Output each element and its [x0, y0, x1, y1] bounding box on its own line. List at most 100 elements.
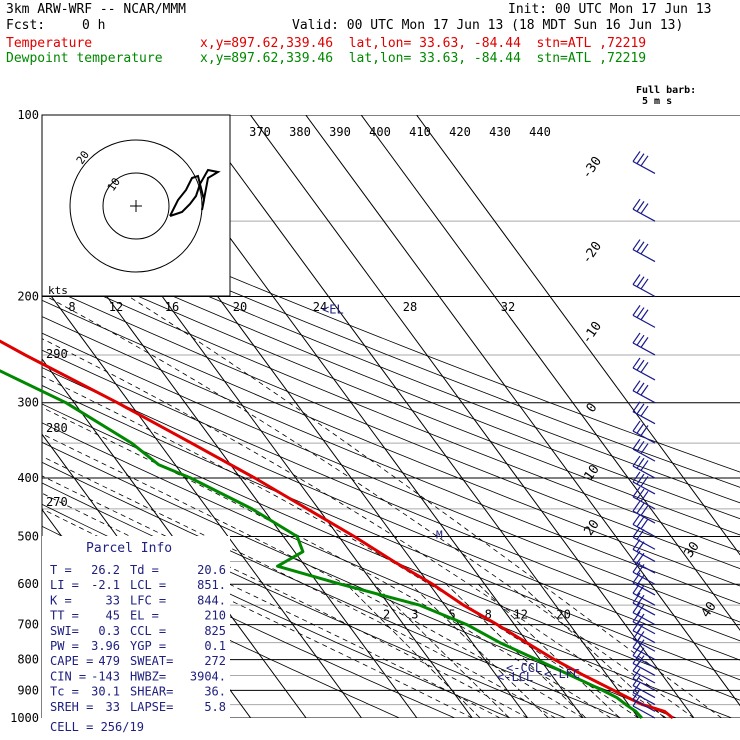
theta-label: 390: [329, 125, 351, 139]
hodo-ring-label: 10: [105, 175, 123, 193]
wind-barb: [632, 582, 656, 606]
moist-adiabat: [42, 338, 667, 718]
wind-barb: [632, 305, 656, 328]
parcel-info-key: LAPSE=: [130, 700, 173, 714]
parcel-info-key: Tc =: [50, 685, 79, 699]
mixing-ratio-label: 12: [514, 608, 528, 622]
wind-barb: [632, 602, 656, 626]
parcel-info-value: 45: [106, 609, 120, 623]
wind-barb: [632, 550, 656, 574]
wind-barb: [632, 500, 656, 524]
wind-barb: [632, 380, 656, 404]
pressure-tick-label: 1000: [10, 711, 39, 725]
barb-note-2: 5 m s: [642, 96, 672, 107]
hodo-speed-label: 28: [403, 300, 417, 314]
isotherm: [305, 115, 740, 707]
hodo-ring-label: 20: [74, 148, 92, 166]
temperature-profile: [0, 339, 674, 720]
parcel-info-key: LFC =: [130, 593, 166, 607]
annotation-m: M: [436, 528, 443, 541]
parcel-info-value: 0.3: [98, 624, 120, 638]
parcel-info-key: PW =: [50, 639, 79, 653]
isotherm-label: 40: [698, 599, 719, 620]
dry-adiabat: [42, 253, 740, 536]
wind-barb: [632, 438, 656, 462]
theta-label: 400: [369, 125, 391, 139]
legend-temperature-name: Temperature: [6, 36, 93, 51]
dry-adiabat: [42, 385, 740, 681]
parcel-info-value: 33: [106, 700, 120, 714]
hodo-speed-label: 32: [501, 300, 515, 314]
pressure-tick-label: 500: [17, 529, 39, 543]
mixing-ratio-label: 8: [485, 608, 492, 622]
dry-adiabat: [42, 461, 622, 718]
parcel-info-value: -143: [91, 669, 120, 683]
wind-barb: [632, 611, 656, 635]
parcel-info-value: 479: [98, 654, 120, 668]
wind-barb: [632, 572, 656, 596]
isotherm: [249, 115, 695, 718]
pressure-tick-label: 300: [17, 396, 39, 410]
isotherm: [416, 115, 740, 556]
pressure-tick-label: 400: [17, 471, 39, 485]
parcel-info-key: LCL =: [130, 578, 166, 592]
parcel-info-key: SREH =: [50, 700, 93, 714]
pressure-tick-label: 200: [17, 290, 39, 304]
mixing-ratio-line: [410, 583, 549, 718]
parcel-info-value: 825: [204, 624, 226, 638]
mixing-ratio-label: 20: [556, 608, 570, 622]
wind-barb: [632, 401, 656, 425]
pressure-tick-label: 700: [17, 618, 39, 632]
hodo-ring-inner: [102, 172, 170, 240]
theta-label: 380: [289, 125, 311, 139]
parcel-info-value: -2.1: [91, 578, 120, 592]
parcel-info-key: T =: [50, 563, 72, 577]
fcst-label: Fcst:: [6, 18, 46, 33]
dry-adiabat: [42, 299, 740, 587]
parcel-info-value: 5.8: [204, 700, 226, 714]
pressure-tick-label: 600: [17, 577, 39, 591]
parcel-info-key: TT =: [50, 609, 79, 623]
theta-side-label: 280: [46, 421, 68, 435]
parcel-info-value: 0.1: [204, 639, 226, 653]
wind-barb: [632, 526, 656, 550]
parcel-info-value: 210: [204, 609, 226, 623]
parcel-info-cell: CELL = 256/19: [50, 720, 144, 734]
parcel-info-key: CCL =: [130, 624, 166, 638]
dry-adiabat: [42, 284, 740, 569]
wind-barb: [632, 198, 656, 222]
parcel-info-value: 272: [204, 654, 226, 668]
mixing-ratio-label: 5: [448, 608, 455, 622]
parcel-info-key: LI =: [50, 578, 79, 592]
dewpoint-profile: [0, 369, 643, 720]
wind-barb: [632, 471, 656, 495]
parcel-info-value: 26.2: [91, 563, 120, 577]
theta-label: 370: [249, 125, 271, 139]
annotation-lfc: <-LFC: [544, 667, 580, 681]
dry-adiabat: [42, 209, 740, 488]
moist-adiabat: [128, 296, 722, 718]
moist-adiabat: [42, 406, 612, 718]
parcel-info-key: YGP =: [130, 639, 166, 653]
isotherm-label: 30: [681, 539, 702, 560]
parcel-info-key: SWEAT=: [130, 654, 173, 668]
wind-barb: [632, 420, 656, 444]
wind-barb: [632, 239, 656, 263]
hodo-speed-label: 16: [165, 300, 179, 314]
parcel-info-value: 36.: [204, 685, 226, 699]
init-time: Init: 00 UTC Mon 17 Jun 13: [508, 2, 712, 17]
wind-barb: [632, 274, 656, 298]
parcel-info-title: Parcel Info: [86, 541, 172, 556]
parcel-info-key: Td =: [130, 563, 159, 577]
hodo-speed-label: 8: [68, 300, 75, 314]
theta-label: 420: [449, 125, 471, 139]
parcel-info-value: 3.96: [91, 639, 120, 653]
mixing-ratio-label: 2: [383, 608, 390, 622]
isotherm-label: -10: [579, 319, 605, 347]
wind-barb: [632, 592, 656, 616]
mixing-ratio-line: [520, 583, 665, 718]
parcel-info-box: [42, 536, 230, 718]
isotherm: [360, 115, 740, 631]
parcel-info-key: SHEAR=: [130, 685, 173, 699]
